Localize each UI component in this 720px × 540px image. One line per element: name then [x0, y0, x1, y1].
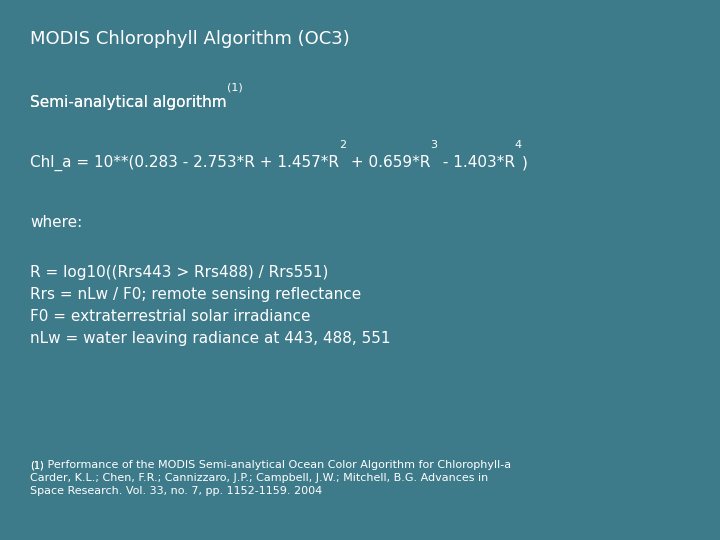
Text: R = log10((Rrs443 > Rrs488) / Rrs551): R = log10((Rrs443 > Rrs488) / Rrs551): [30, 265, 328, 280]
Text: F0 = extraterrestrial solar irradiance: F0 = extraterrestrial solar irradiance: [30, 309, 310, 324]
Text: (1): (1): [30, 460, 44, 470]
Text: Space Research. Vol. 33, no. 7, pp. 1152-1159. 2004: Space Research. Vol. 33, no. 7, pp. 1152…: [30, 486, 323, 496]
Text: Semi-analytical algorithm: Semi-analytical algorithm: [30, 95, 227, 110]
Text: Chl_a = 10**(0.283 - 2.753*R + 1.457*R: Chl_a = 10**(0.283 - 2.753*R + 1.457*R: [30, 155, 339, 171]
Text: Rrs = nLw / F0; remote sensing reflectance: Rrs = nLw / F0; remote sensing reflectan…: [30, 287, 361, 302]
Text: (1): (1): [30, 460, 44, 470]
Text: Carder, K.L.; Chen, F.R.; Cannizzaro, J.P.; Campbell, J.W.; Mitchell, B.G. Advan: Carder, K.L.; Chen, F.R.; Cannizzaro, J.…: [30, 473, 488, 483]
Text: + 0.659*R: + 0.659*R: [346, 155, 431, 170]
Text: 2: 2: [339, 140, 346, 150]
Text: ): ): [521, 155, 528, 170]
Text: nLw = water leaving radiance at 443, 488, 551: nLw = water leaving radiance at 443, 488…: [30, 331, 390, 346]
Text: 4: 4: [515, 140, 521, 150]
Text: MODIS Chlorophyll Algorithm (OC3): MODIS Chlorophyll Algorithm (OC3): [30, 30, 350, 48]
Text: 3: 3: [431, 140, 438, 150]
Text: (1): (1): [227, 82, 243, 92]
Text: Semi-analytical algorithm: Semi-analytical algorithm: [30, 95, 227, 110]
Text: where:: where:: [30, 215, 82, 230]
Text: Performance of the MODIS Semi-analytical Ocean Color Algorithm for Chlorophyll-a: Performance of the MODIS Semi-analytical…: [44, 460, 511, 470]
Text: - 1.403*R: - 1.403*R: [438, 155, 515, 170]
